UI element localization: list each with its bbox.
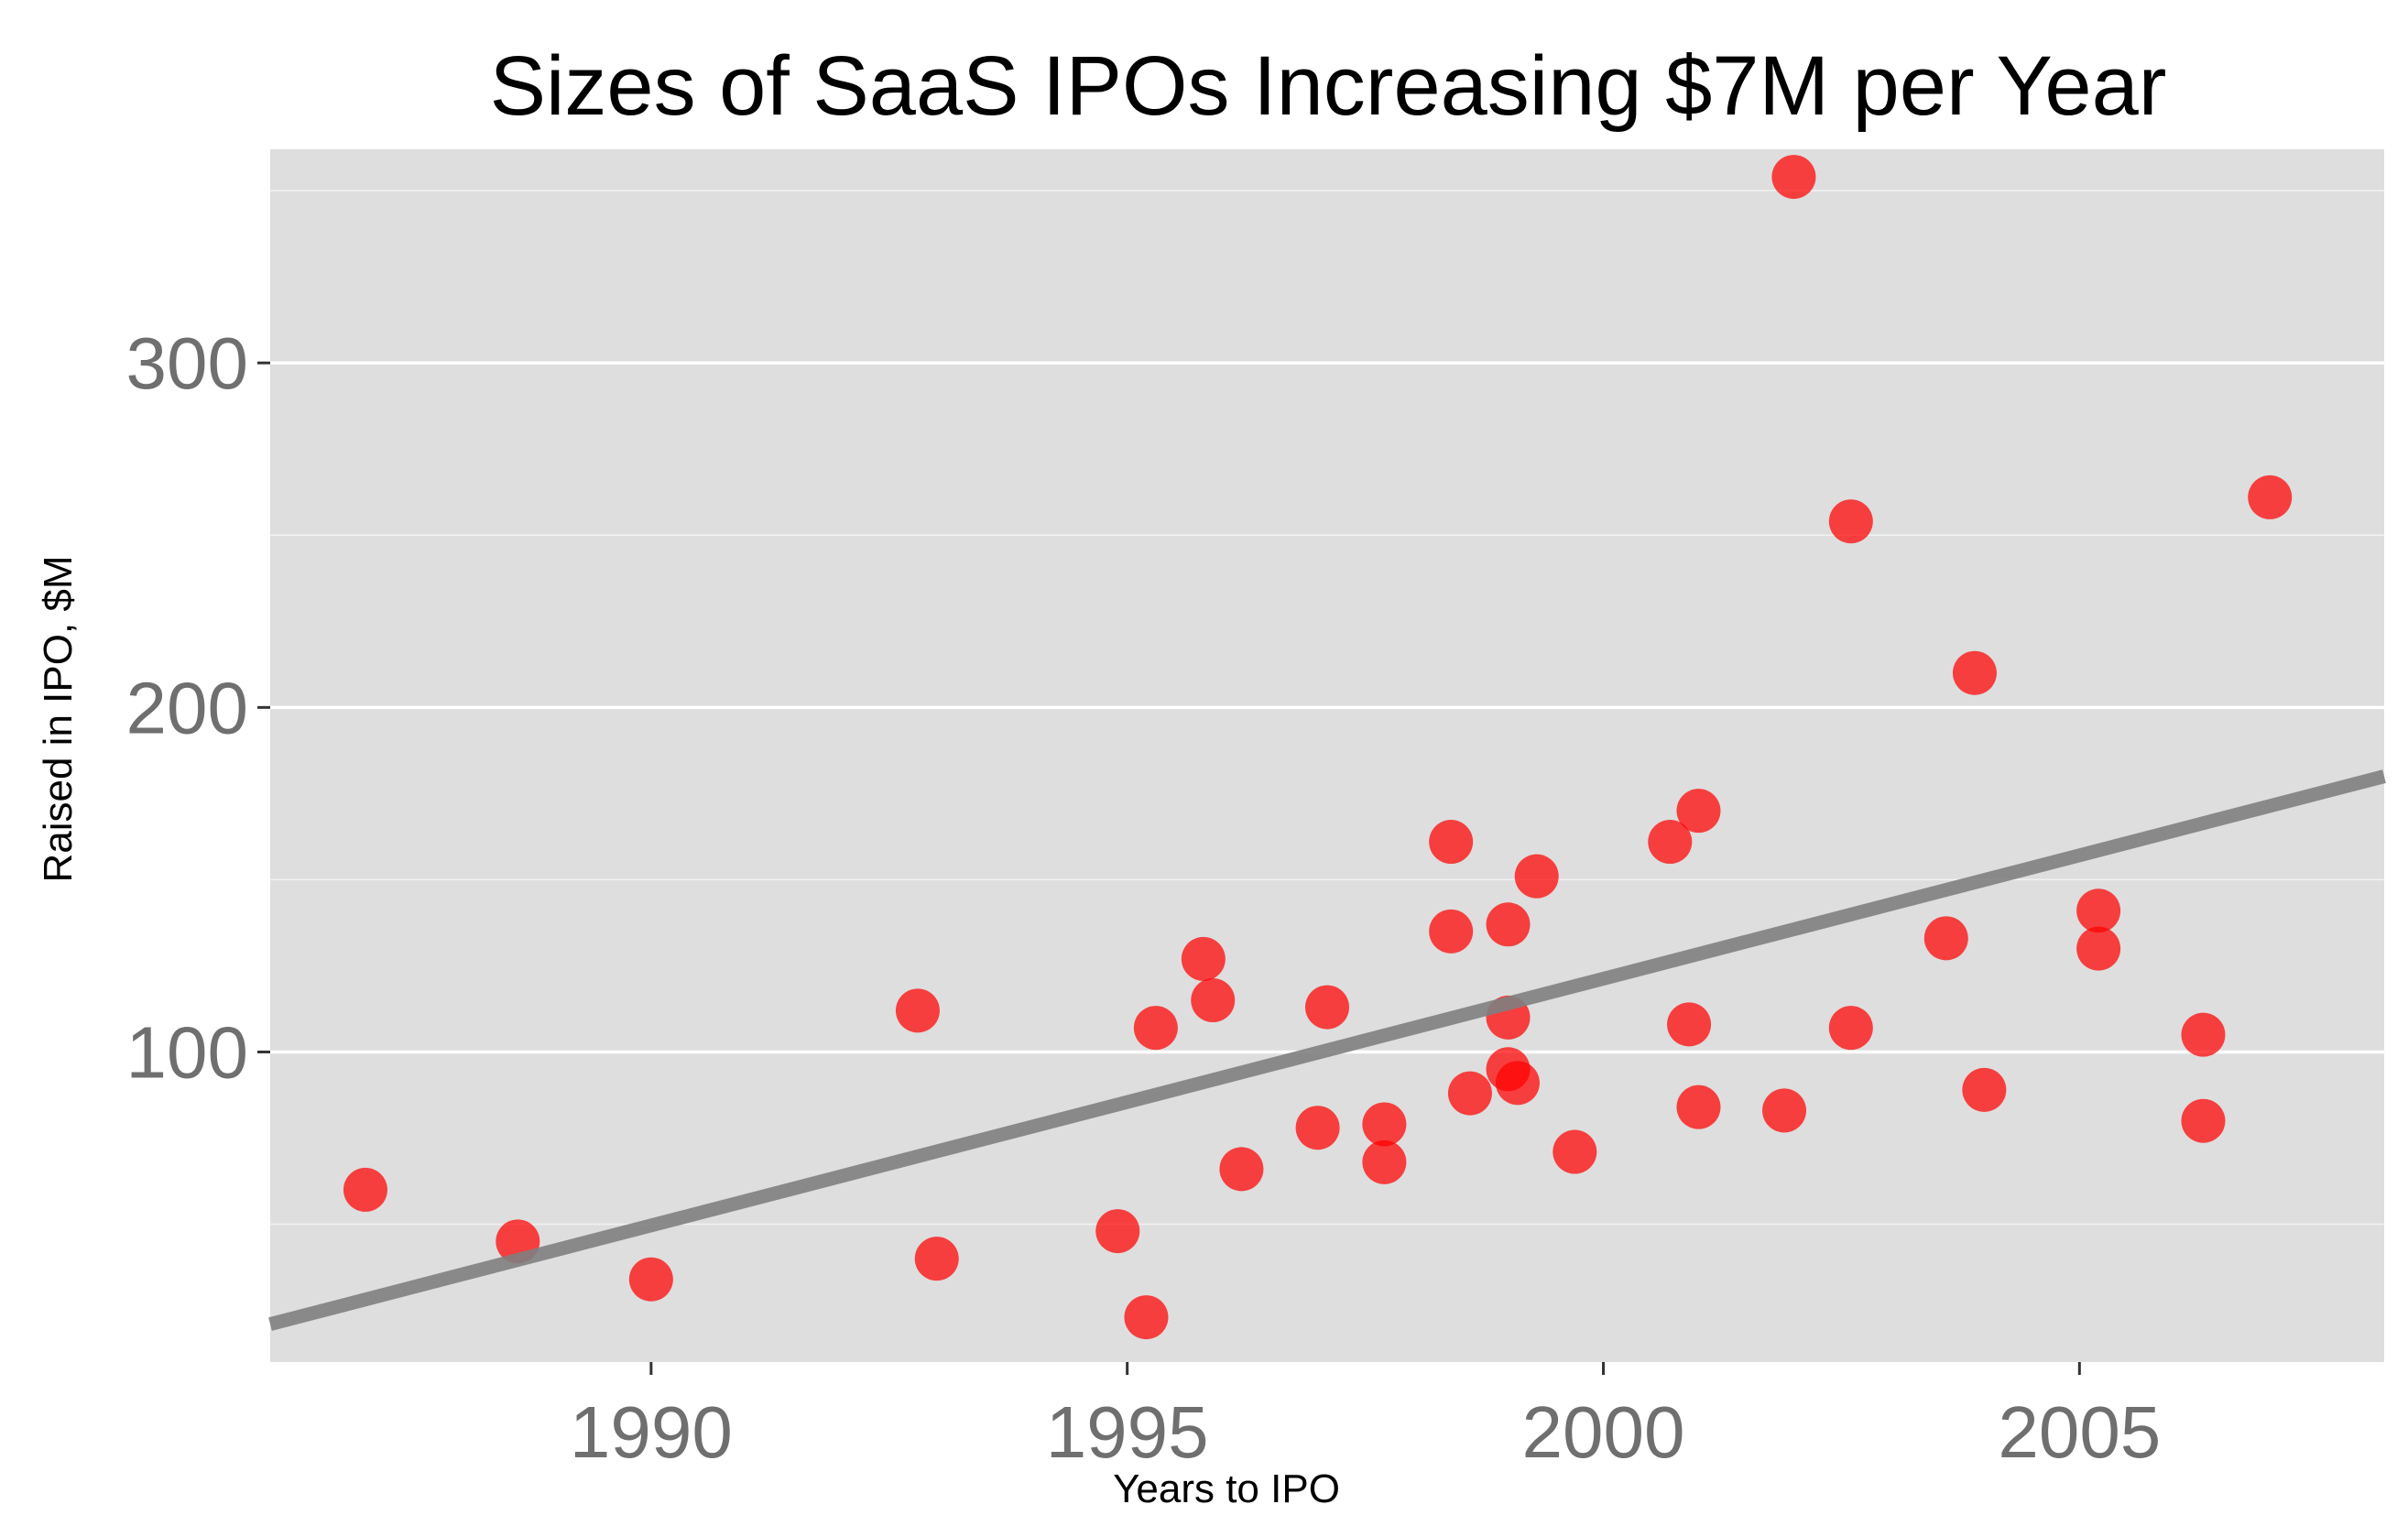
data-point [1828, 499, 1873, 544]
data-point [1362, 1102, 1407, 1147]
data-point [1676, 1085, 1721, 1129]
data-point [1771, 155, 1816, 200]
data-point [1962, 1067, 2007, 1112]
plot-panel [270, 149, 2384, 1362]
data-point [2181, 1098, 2226, 1143]
y-axis-label: Raised in IPO, $M [36, 555, 81, 882]
x-tick-label: 2005 [1998, 1391, 2161, 1473]
data-point [1514, 854, 1559, 899]
data-point [343, 1167, 387, 1212]
data-point [1305, 985, 1349, 1030]
data-point [1553, 1129, 1597, 1174]
y-axis-ticks: 100 200 300 [126, 322, 270, 1093]
data-point [1191, 978, 1236, 1023]
data-point [2181, 1012, 2226, 1057]
data-point [1762, 1088, 1807, 1133]
data-point [1648, 820, 1693, 865]
data-point [1923, 916, 1968, 961]
data-point [1676, 789, 1721, 834]
data-point [1447, 1071, 1492, 1116]
data-point [2076, 926, 2121, 971]
data-point [2248, 474, 2293, 519]
x-axis-ticks: 1990 1995 2000 2005 [570, 1362, 2161, 1473]
data-point [1133, 1006, 1178, 1051]
x-tick-label: 2000 [1522, 1391, 1685, 1473]
y-tick-label: 300 [126, 322, 248, 404]
data-point [2076, 888, 2121, 933]
data-points [343, 155, 2293, 1340]
data-point [1828, 1006, 1873, 1051]
data-point [1362, 1139, 1407, 1184]
data-point [1486, 902, 1531, 947]
x-tick-label: 1990 [570, 1391, 733, 1473]
data-point [1952, 650, 1997, 695]
data-point [1295, 1106, 1340, 1150]
data-point [628, 1257, 673, 1302]
trend-line [268, 769, 2386, 1331]
chart-title: Sizes of SaaS IPOs Increasing $7M per Ye… [489, 39, 2167, 133]
data-point [1095, 1209, 1140, 1254]
y-tick-label: 100 [126, 1011, 248, 1093]
y-tick-label: 200 [126, 667, 248, 748]
data-point [1124, 1295, 1169, 1340]
minor-gridlines [270, 190, 2384, 1226]
x-tick-label: 1995 [1046, 1391, 1209, 1473]
data-point [1429, 820, 1474, 865]
data-point [914, 1237, 959, 1281]
data-point [1429, 909, 1474, 954]
data-point [1667, 1002, 1712, 1047]
data-point [1181, 936, 1226, 981]
data-point [1219, 1147, 1264, 1192]
data-point [895, 988, 940, 1033]
x-axis-label: Years to IPO [1113, 1466, 1340, 1511]
data-point [1495, 1061, 1540, 1106]
